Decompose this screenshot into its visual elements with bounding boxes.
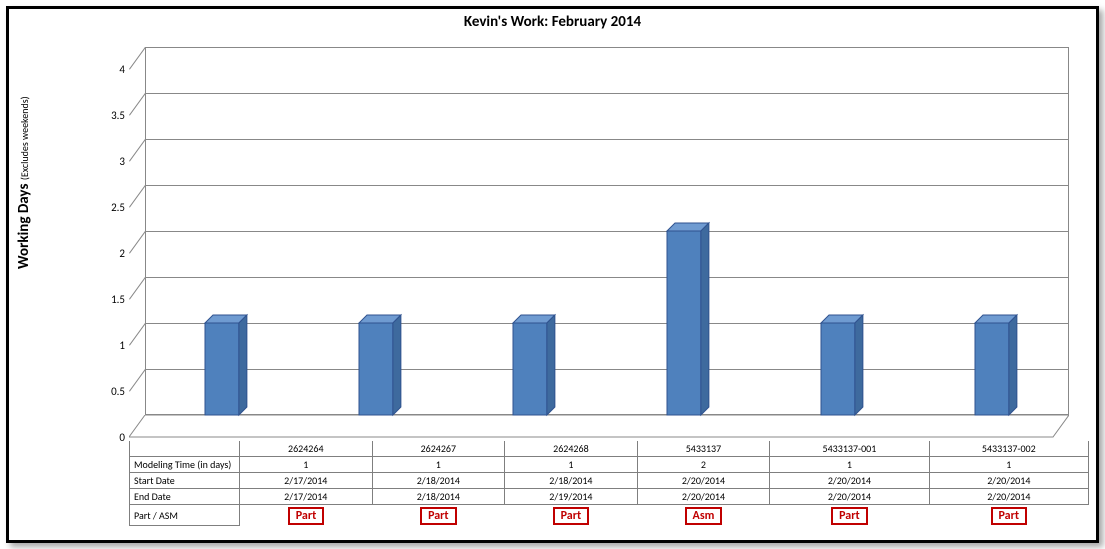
y-tick-label: 2	[97, 247, 125, 260]
chart-title: Kevin's Work: February 2014	[9, 13, 1096, 31]
row-header: Part / ASM	[130, 505, 240, 526]
table-row: End Date 2/17/2014 2/18/2014 2/19/2014 2…	[130, 489, 1089, 505]
chart-frame: Kevin's Work: February 2014 Working Days…	[6, 6, 1099, 543]
table-row: Modeling Time (in days) 1 1 1 2 1 1	[130, 457, 1089, 473]
table-cell: 2/20/2014	[929, 473, 1088, 489]
table-row: Part / ASM Part Part Part Asm Part Part	[130, 505, 1089, 526]
y-tick-label: 1	[97, 339, 125, 352]
table-cell: Part	[929, 505, 1088, 526]
y-tick-label: 1.5	[97, 293, 125, 306]
part-asm-badge: Part	[991, 507, 1028, 525]
table-cell: 1	[929, 457, 1088, 473]
table-cell: 2/17/2014	[240, 473, 373, 489]
table-cell: Part	[372, 505, 505, 526]
table-cell: 1	[505, 457, 638, 473]
plot-area	[129, 47, 1069, 437]
row-header: Modeling Time (in days)	[130, 457, 240, 473]
table-cell: Part	[505, 505, 638, 526]
data-table: 2624264 2624267 2624268 5433137 5433137-…	[129, 441, 1089, 526]
category-cell: 2624267	[372, 441, 505, 457]
table-cell: 2/20/2014	[637, 473, 770, 489]
bar	[205, 315, 239, 415]
y-tick-label: 0.5	[97, 385, 125, 398]
table-cell: 2/20/2014	[770, 489, 929, 505]
row-header: Start Date	[130, 473, 240, 489]
table-cell: Part	[770, 505, 929, 526]
table-cell: 2/18/2014	[372, 489, 505, 505]
bar	[975, 315, 1009, 415]
category-cell: 5433137	[637, 441, 770, 457]
bar	[359, 315, 393, 415]
category-cell: 5433137-001	[770, 441, 929, 457]
table-cell: 1	[770, 457, 929, 473]
row-header: End Date	[130, 489, 240, 505]
part-asm-badge: Part	[288, 507, 325, 525]
bar	[667, 223, 701, 415]
table-cell: 2/20/2014	[929, 489, 1088, 505]
part-asm-badge: Part	[420, 507, 457, 525]
table-cell: Part	[240, 505, 373, 526]
table-cell: 2/18/2014	[372, 473, 505, 489]
table-cell: 2	[637, 457, 770, 473]
part-asm-badge: Part	[553, 507, 590, 525]
table-cell: 2/17/2014	[240, 489, 373, 505]
category-cell: 2624268	[505, 441, 638, 457]
category-cell: 2624264	[240, 441, 373, 457]
y-axis-label-main: Working Days	[15, 180, 33, 269]
part-asm-badge: Part	[831, 507, 868, 525]
table-cell: 1	[240, 457, 373, 473]
y-tick-label: 2.5	[97, 201, 125, 214]
y-tick-label: 3.5	[97, 109, 125, 122]
table-cell: 1	[372, 457, 505, 473]
bars-layer	[145, 47, 1069, 415]
bar	[513, 315, 547, 415]
category-row: 2624264 2624267 2624268 5433137 5433137-…	[130, 441, 1089, 457]
bar	[821, 315, 855, 415]
table-cell: 2/18/2014	[505, 473, 638, 489]
table-cell: 2/20/2014	[637, 489, 770, 505]
y-axis-label-sub: (Excludes weekends)	[18, 96, 31, 180]
category-cell: 5433137-002	[929, 441, 1088, 457]
table-cell: 2/20/2014	[770, 473, 929, 489]
table-row: Start Date 2/17/2014 2/18/2014 2/18/2014…	[130, 473, 1089, 489]
chart-floor	[129, 415, 1069, 437]
y-tick-label: 3	[97, 155, 125, 168]
plot-wrap: 00.511.522.533.54	[99, 47, 1079, 437]
y-tick-label: 4	[97, 63, 125, 76]
table-cell: 2/19/2014	[505, 489, 638, 505]
part-asm-badge: Asm	[685, 507, 723, 525]
y-tick-label: 0	[97, 431, 125, 444]
y-axis-label: Working Days (Excludes weekends)	[15, 96, 33, 269]
table-cell: Asm	[637, 505, 770, 526]
